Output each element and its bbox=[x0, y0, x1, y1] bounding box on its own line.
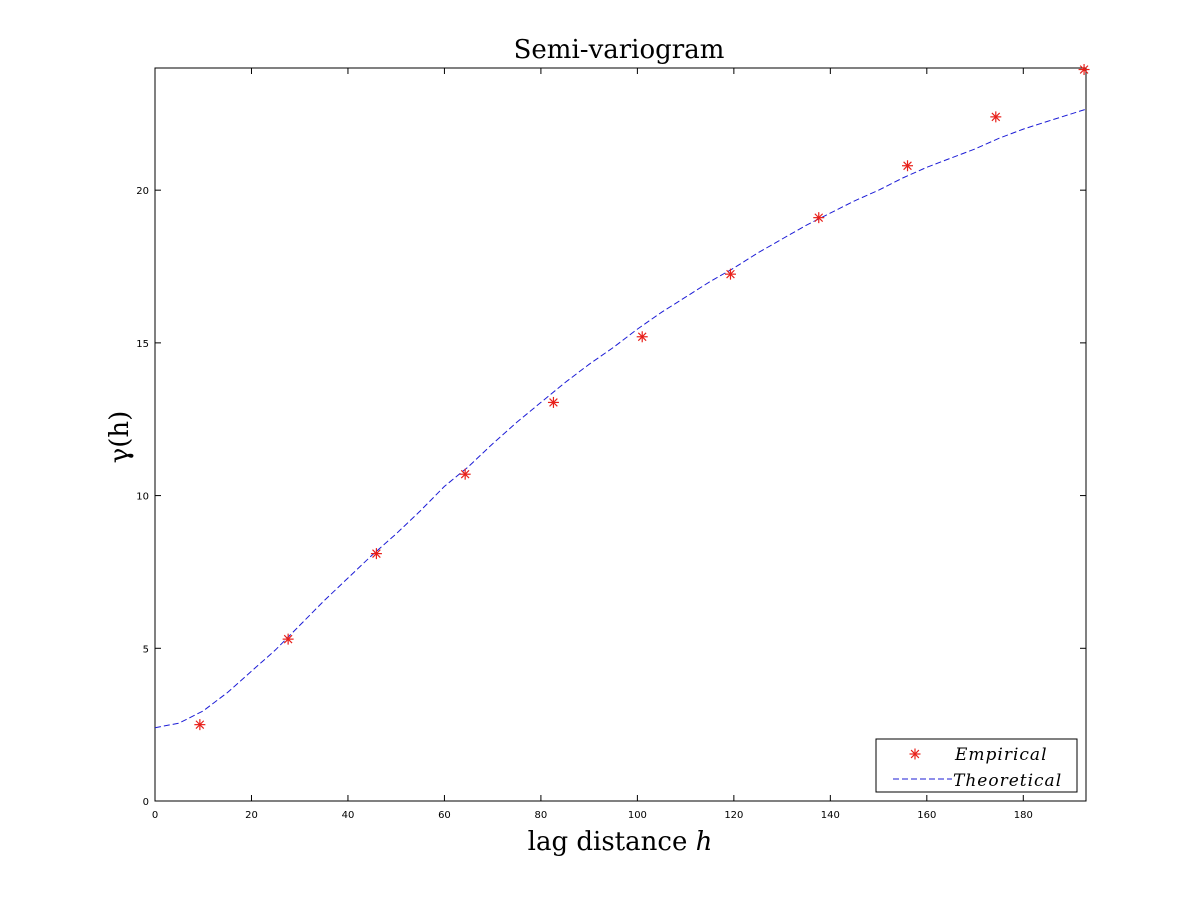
x-axis-label-variable: h bbox=[696, 827, 713, 857]
x-tick-label: 100 bbox=[628, 810, 647, 821]
y-axis-label: γ(h) bbox=[105, 411, 135, 464]
y-axis-ticks: 0 5 10 15 20 bbox=[136, 186, 1086, 808]
legend-theoretical-label: Theoretical bbox=[953, 771, 1062, 791]
empirical-point-stroke bbox=[991, 112, 1001, 122]
x-tick-label: 60 bbox=[438, 810, 451, 821]
series-layer bbox=[154, 64, 1090, 731]
x-tick-label: 0 bbox=[152, 810, 158, 821]
empirical-point bbox=[813, 212, 825, 224]
legend-box bbox=[875, 738, 1078, 793]
legend-asterisk bbox=[909, 748, 921, 760]
empirical-point-stroke bbox=[637, 332, 647, 342]
x-tick-label: 160 bbox=[917, 810, 936, 821]
x-tick-label: 20 bbox=[245, 810, 258, 821]
y-tick-label: 5 bbox=[143, 644, 149, 655]
theoretical-curve bbox=[154, 108, 1087, 729]
empirical-point bbox=[547, 396, 559, 408]
x-tick-label: 80 bbox=[535, 810, 548, 821]
empirical-point-stroke bbox=[372, 549, 381, 558]
legend: Empirical Theoretical bbox=[875, 738, 1078, 793]
x-tick-label: 180 bbox=[1014, 810, 1033, 821]
axes-box bbox=[154, 67, 1087, 802]
y-tick-label: 15 bbox=[136, 339, 149, 350]
x-tick-label: 40 bbox=[342, 810, 355, 821]
empirical-point-stroke bbox=[726, 269, 735, 279]
x-axis-ticks: 0 20 40 60 80 100 120 140 160 180 bbox=[152, 68, 1033, 821]
plot-area: 0 20 40 60 80 100 120 140 160 180 0 5 10 15 20 bbox=[136, 64, 1090, 821]
legend-empirical-marker bbox=[909, 748, 921, 760]
empirical-point bbox=[990, 111, 1002, 123]
empirical-point-stroke bbox=[460, 469, 470, 479]
x-tick-label: 120 bbox=[724, 810, 743, 821]
empirical-point bbox=[724, 268, 736, 280]
empirical-point bbox=[282, 633, 294, 645]
empirical-point-stroke bbox=[1079, 65, 1089, 74]
y-tick-label: 10 bbox=[136, 492, 149, 503]
y-tick-label: 0 bbox=[143, 797, 149, 808]
legend-asterisk-stroke bbox=[910, 749, 920, 759]
legend-empirical-label: Empirical bbox=[954, 745, 1048, 765]
empirical-point-stroke bbox=[814, 213, 824, 222]
empirical-point bbox=[902, 160, 914, 172]
empirical-point bbox=[194, 719, 206, 731]
empirical-point bbox=[459, 468, 471, 480]
empirical-point bbox=[370, 548, 382, 560]
y-tick-label: 20 bbox=[136, 186, 149, 197]
x-axis-label-text: lag distance bbox=[528, 827, 696, 857]
x-axis-label: lag distance h bbox=[528, 827, 713, 857]
empirical-point-stroke bbox=[195, 720, 205, 729]
empirical-point-stroke bbox=[283, 634, 293, 644]
chart-title: Semi-variogram bbox=[514, 35, 725, 65]
empirical-point bbox=[1078, 64, 1090, 76]
x-tick-label: 140 bbox=[821, 810, 840, 821]
empirical-point-stroke bbox=[549, 398, 558, 407]
empirical-point-stroke bbox=[903, 161, 912, 171]
empirical-point bbox=[636, 331, 648, 343]
